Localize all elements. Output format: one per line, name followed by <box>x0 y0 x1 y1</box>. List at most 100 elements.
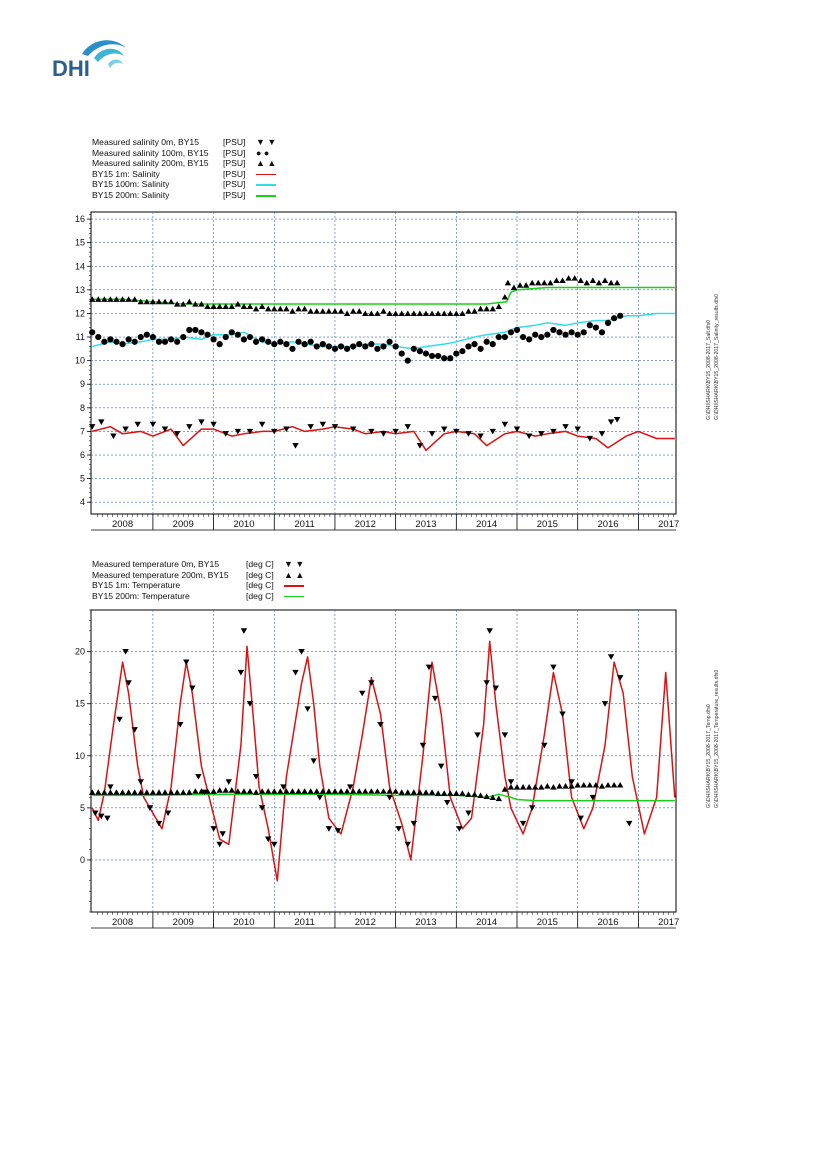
data-point-circle <box>295 338 302 345</box>
data-point-circle <box>574 331 581 338</box>
data-point-up-triangle <box>246 303 254 309</box>
data-point-down-triangle <box>456 826 463 832</box>
data-point-down-triangle <box>183 659 190 666</box>
data-point-down-triangle <box>264 836 272 843</box>
data-point-down-triangle <box>219 831 226 837</box>
data-point-circle <box>246 333 254 341</box>
data-point-up-triangle <box>522 282 530 288</box>
data-point-up-triangle <box>271 305 278 312</box>
data-point-up-triangle <box>337 308 345 314</box>
data-point-up-triangle <box>349 788 357 794</box>
legend-label: Measured salinity 0m, BY15 <box>92 137 199 147</box>
data-point-up-triangle <box>568 782 575 789</box>
data-point-up-triangle <box>565 275 572 281</box>
data-point-down-triangle <box>92 810 99 817</box>
y-tick-label: 4 <box>80 497 85 507</box>
data-point-up-triangle <box>434 310 442 317</box>
data-point-up-triangle <box>301 788 308 794</box>
data-point-up-triangle <box>550 784 557 790</box>
temperature-chart: 0 5 10 15 20 2008 2009 2010 2011 2012 2013 2014 2015… <box>75 609 679 929</box>
data-point-up-triangle <box>577 277 584 284</box>
data-point-up-triangle <box>607 279 615 286</box>
data-point-down-triangle <box>237 669 245 676</box>
data-point-up-triangle <box>489 305 496 312</box>
data-point-up-triangle <box>186 789 193 795</box>
data-point-up-triangle <box>562 782 569 789</box>
data-point-up-triangle <box>613 279 621 286</box>
data-point-up-triangle <box>507 784 515 790</box>
data-point-down-triangle <box>577 815 584 822</box>
data-point-down-triangle <box>395 826 402 832</box>
data-point-up-triangle <box>252 789 260 795</box>
data-point-up-triangle <box>301 305 308 312</box>
legend-unit: [PSU] <box>223 189 246 200</box>
data-point-circle <box>283 341 290 348</box>
legend-line-swatch <box>256 184 276 186</box>
data-point-up-triangle <box>149 298 157 305</box>
legend-label: BY15 1m: Salinity <box>92 168 160 179</box>
data-point-circle <box>143 331 150 338</box>
data-point-up-triangle <box>589 277 597 284</box>
data-point-circle <box>392 343 399 350</box>
data-point-down-triangle <box>616 675 624 681</box>
data-point-circle <box>435 352 442 360</box>
data-point-circle <box>495 333 502 341</box>
data-point-up-triangle <box>580 781 587 788</box>
data-point-up-triangle <box>289 788 296 794</box>
data-point-up-triangle <box>331 308 339 314</box>
y-tick-label: 15 <box>75 699 85 709</box>
data-point-up-triangle <box>544 782 551 789</box>
temperature-side-note-2: G:\DHI\SHARK\BY15_2008-2017_Temperature_… <box>714 669 720 808</box>
data-point-up-triangle <box>337 788 345 794</box>
data-point-down-triangle <box>601 701 609 707</box>
y-tick-label: 6 <box>80 450 85 460</box>
data-point-down-triangle <box>216 841 223 848</box>
data-point-circle <box>277 338 284 345</box>
legend-label: Measured temperature 200m, BY15 <box>92 569 229 580</box>
data-point-circle <box>210 336 217 343</box>
data-point-down-triangle <box>210 826 217 832</box>
data-point-up-triangle <box>89 789 96 795</box>
data-point-circle <box>137 333 144 341</box>
data-point-circle <box>234 331 241 338</box>
data-point-up-triangle <box>516 282 524 288</box>
legend-marker: ▲ ▲ <box>256 158 277 169</box>
data-point-down-triangle <box>173 431 181 437</box>
data-point-down-triangle <box>507 779 515 785</box>
data-point-circle <box>168 336 175 343</box>
data-point-up-triangle <box>95 296 102 302</box>
plot-area <box>90 609 677 913</box>
data-point-up-triangle <box>167 298 175 305</box>
x-tick-label: 2012 <box>355 519 376 530</box>
legend-unit: [deg C] <box>246 590 274 601</box>
data-point-down-triangle <box>489 428 496 435</box>
data-point-up-triangle <box>489 794 496 801</box>
data-point-up-triangle <box>173 301 181 307</box>
data-point-up-triangle <box>416 310 424 317</box>
data-point-up-triangle <box>125 789 132 795</box>
legend-line-swatch <box>284 585 304 587</box>
data-point-down-triangle <box>186 424 193 430</box>
data-point-up-triangle <box>222 303 229 309</box>
data-point-up-triangle <box>155 298 163 305</box>
data-point-down-triangle <box>258 805 266 811</box>
data-point-up-triangle <box>583 279 590 286</box>
data-point-up-triangle <box>319 308 327 314</box>
data-point-up-triangle <box>465 791 472 797</box>
x-tick-label: 2015 <box>537 917 558 928</box>
data-point-up-triangle <box>349 308 357 314</box>
data-point-down-triangle <box>562 424 569 430</box>
data-point-down-triangle <box>346 784 354 791</box>
x-tick-label: 2012 <box>355 917 376 928</box>
salinity-side-note-2: G:\DHI\SHARK\BY15_2008-2017_Salinity_res… <box>714 293 720 420</box>
logo-wave-1 <box>82 40 126 56</box>
y-tick-label: 13 <box>75 285 85 295</box>
data-point-up-triangle <box>283 305 290 312</box>
legend-marker: ▲ ▲ <box>284 569 305 580</box>
legend-marker: ● ● <box>256 147 270 158</box>
legend-label: BY15 1m: Temperature <box>92 580 181 591</box>
data-point-up-triangle <box>386 788 393 794</box>
data-point-up-triangle <box>559 277 566 284</box>
data-point-up-triangle <box>410 789 418 795</box>
data-point-up-triangle <box>131 296 138 302</box>
